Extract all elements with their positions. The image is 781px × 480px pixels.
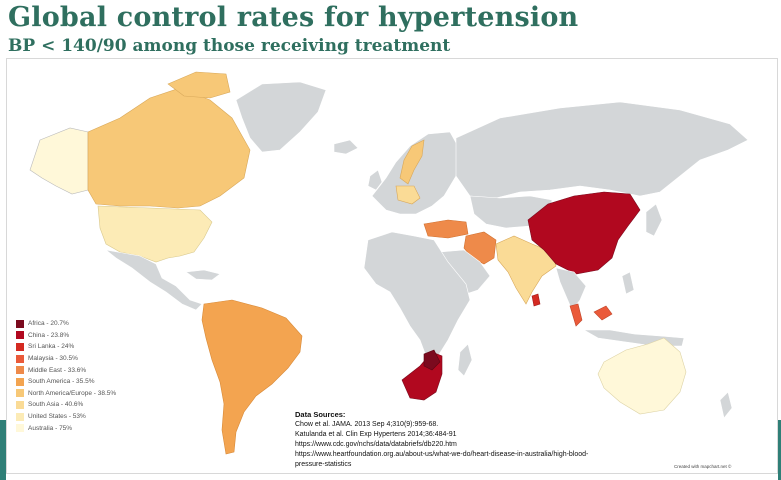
region-sri-lanka bbox=[531, 293, 541, 307]
legend-swatch bbox=[16, 331, 24, 340]
source-line: Chow et al. JAMA. 2013 Sep 4;310(9):959-… bbox=[295, 421, 439, 428]
map-credit: Created with mapchart.net © bbox=[674, 464, 732, 469]
region-south-asia bbox=[495, 235, 557, 305]
region-turkey bbox=[423, 219, 469, 239]
region-southeast-asia bbox=[555, 267, 587, 311]
region-china bbox=[527, 191, 641, 275]
region-alaska bbox=[29, 127, 89, 195]
region-canada bbox=[87, 87, 251, 209]
legend-label: Australia - 75% bbox=[28, 424, 73, 432]
region-russia bbox=[455, 101, 749, 199]
legend-label: China - 23.8% bbox=[28, 331, 70, 339]
legend-label: Africa - 20.7% bbox=[28, 320, 69, 328]
legend-swatch bbox=[16, 389, 24, 398]
slide-accent-right bbox=[778, 420, 781, 480]
legend-label: North America/Europe - 38.5% bbox=[28, 389, 117, 397]
legend-item: South America - 35.5% bbox=[16, 376, 166, 388]
region-australia bbox=[597, 337, 687, 415]
legend-item: China - 23.8% bbox=[16, 330, 166, 342]
legend-item: Sri Lanka - 24% bbox=[16, 341, 166, 353]
region-philippines bbox=[621, 271, 635, 295]
legend-label: South America - 35.5% bbox=[28, 378, 95, 386]
legend-item: Malaysia - 30.5% bbox=[16, 353, 166, 365]
region-new-zealand bbox=[719, 391, 733, 419]
region-mexico-central-america bbox=[105, 249, 203, 311]
source-line: Katulanda et al. Clin Exp Hypertens 2014… bbox=[295, 431, 457, 438]
region-africa bbox=[363, 231, 471, 357]
legend-swatch bbox=[16, 354, 24, 363]
region-united-states bbox=[97, 205, 213, 263]
region-western-europe bbox=[395, 185, 421, 205]
legend-item: Middle East - 33.6% bbox=[16, 364, 166, 376]
legend-label: Malaysia - 30.5% bbox=[28, 355, 78, 363]
map-legend: Africa - 20.7% China - 23.8% Sri Lanka - 2… bbox=[16, 318, 166, 434]
legend-item: South Asia - 40.6% bbox=[16, 399, 166, 411]
data-sources: Data Sources: Chow et al. JAMA. 2013 Sep… bbox=[295, 410, 695, 470]
page-subtitle: BP < 140/90 among those receiving treatm… bbox=[8, 36, 451, 56]
legend-swatch bbox=[16, 412, 24, 421]
slide-accent-left bbox=[0, 420, 6, 480]
legend-item: Australia - 75% bbox=[16, 422, 166, 434]
region-uk bbox=[367, 169, 383, 191]
source-line: https://www.heartfoundation.org.au/about… bbox=[295, 451, 589, 458]
region-scandinavia bbox=[399, 139, 425, 185]
legend-swatch bbox=[16, 377, 24, 386]
sources-heading: Data Sources: bbox=[295, 410, 346, 419]
region-iceland bbox=[333, 139, 359, 155]
region-south-africa bbox=[423, 349, 441, 371]
region-arctic-islands bbox=[167, 71, 231, 99]
legend-item: United States - 53% bbox=[16, 411, 166, 423]
legend-swatch bbox=[16, 319, 24, 328]
region-south-america bbox=[201, 299, 303, 455]
legend-label: United States - 53% bbox=[28, 413, 86, 421]
legend-swatch bbox=[16, 366, 24, 375]
legend-item: Africa - 20.7% bbox=[16, 318, 166, 330]
legend-swatch bbox=[16, 424, 24, 433]
region-malaysia-peninsula bbox=[569, 303, 583, 327]
legend-swatch bbox=[16, 400, 24, 409]
region-caribbean bbox=[185, 269, 221, 281]
legend-label: Middle East - 33.6% bbox=[28, 366, 87, 374]
page-title: Global control rates for hypertension bbox=[8, 2, 579, 33]
legend-swatch bbox=[16, 342, 24, 351]
region-greenland bbox=[235, 81, 327, 153]
legend-label: South Asia - 40.6% bbox=[28, 401, 84, 409]
legend-item: North America/Europe - 38.5% bbox=[16, 388, 166, 400]
legend-label: Sri Lanka - 24% bbox=[28, 343, 75, 351]
region-japan bbox=[645, 203, 663, 237]
region-madagascar bbox=[457, 343, 473, 377]
region-malaysia-borneo bbox=[593, 305, 613, 321]
source-line: https://www.cdc.gov/nchs/data/databriefs… bbox=[295, 441, 457, 448]
source-line: pressure-statistics bbox=[295, 461, 352, 468]
